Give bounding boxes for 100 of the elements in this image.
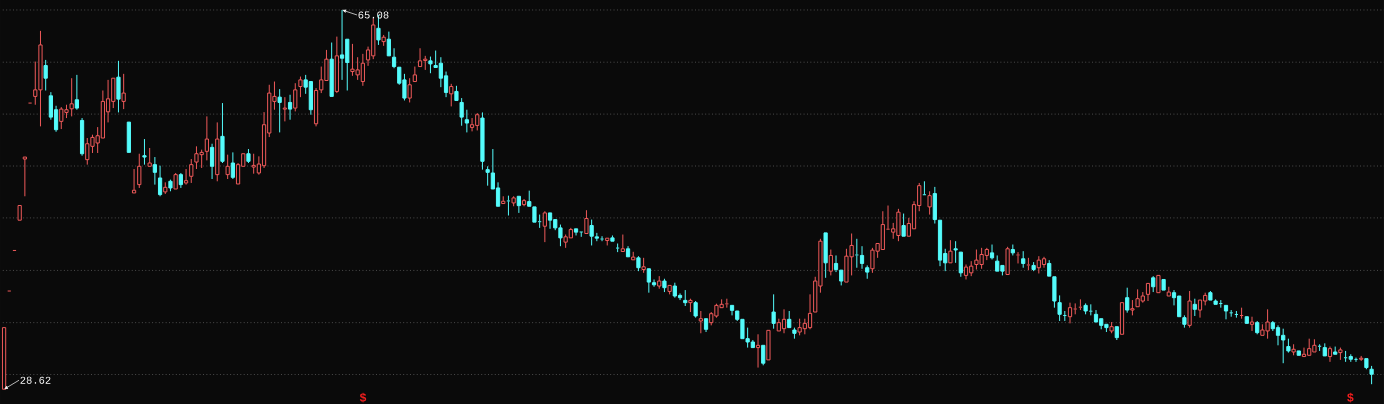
annotation: $ [1347,392,1354,403]
candlestick [204,115,209,161]
candlestick [1187,290,1192,329]
candlestick [147,147,152,167]
candlestick [1062,310,1067,322]
candlestick [766,329,771,361]
candlestick [1166,286,1171,297]
candlestick [225,154,230,180]
candlestick [1151,275,1156,293]
candlestick [74,74,79,111]
candlestick [1073,302,1078,315]
candlestick [1353,357,1359,363]
candlestick [729,304,735,316]
candlestick [579,231,584,238]
candlestick [1296,350,1301,356]
candlestick [1223,304,1229,320]
candlestick [683,289,688,307]
candlestick [1067,302,1073,324]
candlestick [1286,338,1291,353]
candlestick [116,60,121,113]
candlestick [282,96,287,122]
annotation: 65.08 [358,11,389,19]
candlestick [937,219,943,267]
annotation: 28.62 [20,376,51,384]
candlestick [1327,345,1333,363]
candlestick [386,31,391,57]
candlestick [1317,343,1322,352]
candlestick [1291,343,1296,356]
candlestick [1333,345,1338,355]
candlestick [948,239,953,264]
candlestick [1145,282,1151,302]
candlestick [1125,287,1130,314]
candlestick [79,117,85,157]
candlestick [610,234,615,242]
candlestick [220,102,225,164]
candlestick [1119,302,1125,335]
candlestick [1239,307,1244,320]
candlestick [391,47,397,69]
candlestick [625,245,631,258]
candlestick [464,109,469,133]
candlestick [183,168,189,186]
candlestick [298,75,303,98]
candlestick [17,204,22,221]
candlestick [605,237,610,246]
candlestick [662,278,667,293]
candlestick [620,233,625,252]
candlestick [584,209,589,234]
candlestick [459,97,464,127]
candlestick [761,344,766,366]
candlestick [1031,261,1036,272]
candlestick [381,34,386,47]
candlestick [792,327,797,340]
candlestick [412,65,417,82]
candlestick [1156,274,1161,294]
candlestick [287,94,293,121]
candlestick [755,333,761,368]
candlestick [506,195,511,216]
candlestick [1338,347,1343,361]
candlestick [1021,250,1026,269]
candlestick [641,257,646,274]
candlestick [1197,299,1203,319]
candlestick [599,235,605,242]
candlestick [1114,326,1119,341]
candlestick [1244,316,1249,324]
candlestick [293,82,298,112]
candlestick [573,228,579,236]
candlestick [542,210,547,243]
candlestick [901,212,906,237]
candlestick [428,55,433,74]
candlestick [230,151,235,180]
candlestick [958,251,963,278]
candlestick [329,41,334,97]
candlestick [1109,321,1114,334]
candlestick [407,77,412,103]
candlestick [131,168,137,194]
candlestick [126,121,131,153]
candlestick [246,148,251,164]
candlestick [989,243,995,260]
candlestick [1015,251,1021,264]
candlestick [1005,246,1010,275]
candlestick [137,153,142,189]
candlestick [209,143,215,180]
candlestick [189,158,194,184]
candlestick [121,73,126,110]
candlestick [787,310,792,329]
candlestick [667,284,672,295]
candlestick [1249,316,1255,332]
candlestick [22,156,27,197]
candlestick [511,195,516,207]
candlestick [334,36,339,94]
candlestick [142,138,147,166]
candlestick [449,83,454,107]
candlestick [963,263,969,280]
candlestick [1182,314,1187,329]
candlestick [1083,302,1088,315]
candlestick [1057,294,1062,322]
candlestick [636,255,641,272]
candlestick [480,111,485,171]
candlestick [859,245,865,270]
candlestick [501,195,506,204]
